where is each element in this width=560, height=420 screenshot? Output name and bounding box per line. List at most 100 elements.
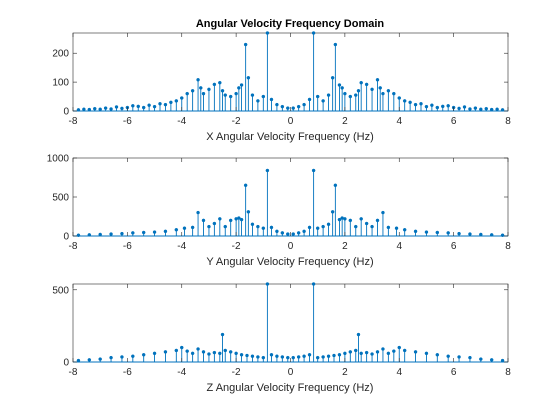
stem-marker — [307, 225, 312, 230]
stem-marker — [218, 217, 222, 221]
stem-marker — [321, 355, 325, 359]
stem-marker — [174, 348, 179, 353]
stem-marker — [307, 97, 312, 102]
stem-marker — [190, 351, 195, 356]
stem-marker — [286, 106, 290, 110]
stem-marker — [326, 93, 331, 97]
stem-marker — [136, 104, 140, 109]
stem-marker — [343, 351, 347, 356]
stem-marker — [397, 96, 401, 100]
stem-marker — [269, 97, 274, 102]
stem-marker — [307, 353, 312, 357]
x-tick-label: 8 — [505, 116, 511, 127]
x-tick-label: 0 — [288, 241, 294, 252]
x-tick-label: -6 — [123, 367, 132, 378]
stem-marker — [114, 105, 119, 109]
x-tick-label: 2 — [342, 241, 348, 252]
stem-marker — [207, 352, 211, 356]
stem-marker — [375, 218, 380, 223]
stem-marker — [169, 100, 173, 105]
stem-marker — [489, 107, 494, 112]
stem-marker — [356, 332, 361, 337]
stem-marker — [269, 353, 274, 357]
stem-marker — [381, 91, 385, 96]
x-tick-label: -4 — [177, 116, 186, 127]
stem-marker — [479, 357, 483, 361]
stem-marker — [315, 226, 320, 230]
x-tick-label: 8 — [505, 367, 511, 378]
plot-area-z — [72, 283, 509, 363]
stem-marker — [473, 106, 478, 110]
stem-marker — [239, 353, 244, 357]
stem-marker — [218, 80, 222, 85]
x-tick-label: -4 — [177, 367, 186, 378]
stem-marker — [250, 93, 255, 97]
stem-marker — [87, 233, 92, 237]
stem-marker — [340, 86, 344, 90]
x-tick-label: 4 — [396, 367, 402, 378]
y-tick-label: 0 — [63, 232, 69, 243]
stem-marker — [180, 345, 184, 350]
x-tick-label: -6 — [123, 241, 132, 252]
stem-marker — [375, 350, 380, 354]
stem-marker — [201, 91, 206, 96]
stem-marker — [359, 217, 363, 221]
stem-marker — [291, 355, 295, 360]
stem-marker — [315, 355, 320, 360]
stem-marker — [239, 83, 244, 87]
stem-marker — [207, 224, 211, 229]
stem-marker — [489, 358, 494, 362]
stem-marker — [419, 102, 423, 106]
stem-marker — [147, 103, 151, 107]
stem-marker — [413, 229, 418, 234]
y-tick-label: 0 — [63, 107, 69, 118]
stem-marker — [484, 106, 488, 111]
stem-marker — [174, 99, 179, 103]
y-tick-label: 500 — [52, 285, 69, 296]
stem-marker — [243, 42, 248, 47]
stem-marker — [381, 347, 385, 351]
stem-marker — [386, 89, 391, 93]
stem-marker — [356, 89, 361, 93]
stem-marker — [82, 107, 86, 112]
y-tick-label: 100 — [52, 78, 69, 89]
subplot-x: -8 -6 -4 -2 0 2 4 6 8 0 100 200 X Angular Velocity … — [52, 31, 511, 143]
stem-marker — [359, 80, 363, 85]
x-tick-label: 4 — [396, 241, 402, 252]
stem-marker — [364, 350, 369, 355]
stem-marker — [275, 102, 279, 107]
stem-marker — [163, 102, 168, 107]
stem-marker — [246, 210, 251, 214]
stem-marker — [326, 222, 331, 227]
stem-marker — [348, 218, 353, 223]
stem-marker — [296, 355, 301, 359]
x-tick-label: 6 — [451, 116, 457, 127]
stem-marker — [182, 226, 187, 230]
chart-title: Angular Velocity Frequency Domain — [196, 18, 385, 30]
stem-marker — [402, 228, 407, 232]
stem-marker — [131, 104, 135, 108]
stem-marker — [479, 232, 483, 237]
stem-marker — [302, 102, 306, 107]
stem-marker — [394, 226, 399, 230]
stem-marker — [98, 107, 102, 112]
stem-marker — [250, 222, 255, 227]
stem-marker — [424, 104, 429, 109]
stem-marker — [343, 91, 347, 96]
stem-marker — [291, 232, 295, 236]
stem-marker — [446, 354, 450, 358]
stem-marker — [196, 210, 200, 215]
stem-marker — [302, 354, 306, 358]
stem-marker — [359, 351, 363, 356]
stem-marker — [228, 350, 233, 354]
stem-marker — [348, 350, 353, 354]
stem-marker — [265, 282, 270, 286]
stem-marker — [446, 231, 450, 235]
stem-marker — [386, 351, 391, 356]
stem-marker — [269, 225, 274, 230]
stem-marker — [76, 108, 81, 112]
stem-marker — [246, 76, 251, 80]
stem-marker — [457, 355, 461, 359]
stem-marker — [265, 168, 270, 173]
axes-x: -8 -6 -4 -2 0 2 4 6 8 0 100 200 — [52, 33, 511, 127]
